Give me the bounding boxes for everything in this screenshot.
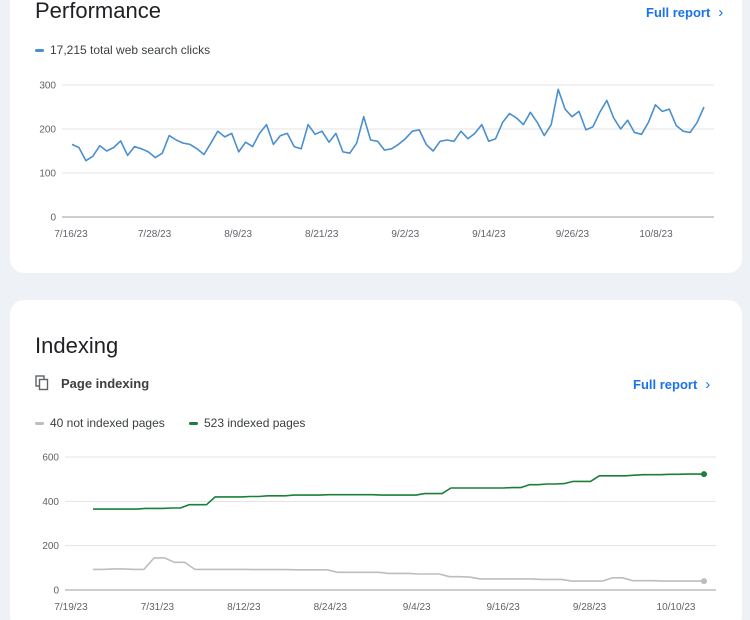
legend-label: 40 not indexed pages bbox=[50, 416, 165, 430]
x-tick-label: 7/31/23 bbox=[141, 602, 175, 613]
legend-swatch bbox=[189, 421, 198, 425]
x-tick-label: 7/19/23 bbox=[54, 602, 88, 613]
legend-not-indexed[interactable]: 40 not indexed pages bbox=[35, 416, 165, 430]
y-tick-label: 0 bbox=[50, 213, 56, 224]
x-tick-label: 7/28/23 bbox=[138, 229, 172, 240]
series-end-point-0 bbox=[701, 578, 707, 585]
series-line-0 bbox=[93, 557, 704, 582]
x-tick-label: 8/24/23 bbox=[314, 602, 348, 613]
page-indexing-row: Page indexing bbox=[35, 375, 149, 391]
x-tick-label: 9/4/23 bbox=[403, 602, 431, 613]
legend-indexed[interactable]: 523 indexed pages bbox=[189, 416, 305, 430]
copy-pages-icon bbox=[35, 375, 49, 391]
indexing-full-report-link[interactable]: Full report › bbox=[633, 376, 710, 393]
performance-card: Performance Full report › 17,215 total w… bbox=[10, 0, 742, 273]
page-indexing-label: Page indexing bbox=[61, 375, 150, 391]
performance-title: Performance bbox=[35, 0, 161, 23]
full-report-label: Full report bbox=[633, 377, 698, 392]
y-tick-label: 600 bbox=[42, 453, 59, 464]
y-tick-label: 200 bbox=[39, 125, 56, 136]
performance-full-report-link[interactable]: Full report › bbox=[646, 4, 723, 21]
indexing-card: Indexing Page indexing Full report › 40 … bbox=[10, 300, 742, 620]
x-tick-label: 10/10/23 bbox=[657, 602, 696, 613]
performance-legend[interactable]: 17,215 total web search clicks bbox=[35, 43, 210, 57]
x-tick-label: 9/26/23 bbox=[556, 229, 590, 240]
chevron-right-icon: › bbox=[718, 4, 724, 21]
chevron-right-icon: › bbox=[705, 376, 711, 393]
x-tick-label: 9/14/23 bbox=[472, 229, 506, 240]
series-line-0 bbox=[71, 88, 705, 162]
full-report-label: Full report bbox=[646, 5, 711, 20]
performance-chart: 0 100 200 300 7/16/23 7/28/23 8/9/23 8/21/23 9/2… bbox=[39, 81, 714, 240]
indexing-chart: 0 200 400 600 7/19/23 7/31/23 8/12/23 8/24/23 9/… bbox=[42, 453, 716, 613]
x-tick-label: 9/28/23 bbox=[573, 602, 607, 613]
x-tick-label: 9/16/23 bbox=[486, 602, 520, 613]
x-tick-label: 7/16/23 bbox=[54, 229, 88, 240]
x-tick-label: 10/8/23 bbox=[639, 229, 673, 240]
y-tick-label: 300 bbox=[39, 81, 56, 92]
y-tick-label: 400 bbox=[42, 497, 59, 508]
y-tick-label: 200 bbox=[42, 541, 59, 552]
x-tick-label: 8/9/23 bbox=[224, 229, 252, 240]
legend-label: 17,215 total web search clicks bbox=[50, 43, 211, 57]
legend-swatch bbox=[35, 421, 44, 425]
legend-swatch bbox=[35, 48, 44, 52]
series-end-point-1 bbox=[701, 471, 707, 478]
x-tick-label: 8/21/23 bbox=[305, 229, 339, 240]
y-tick-label: 0 bbox=[53, 586, 59, 597]
x-tick-label: 9/2/23 bbox=[391, 229, 419, 240]
series-line-1 bbox=[93, 473, 704, 510]
indexing-title: Indexing bbox=[35, 333, 119, 358]
y-tick-label: 100 bbox=[39, 169, 56, 180]
legend-label: 523 indexed pages bbox=[204, 416, 306, 430]
x-tick-label: 8/12/23 bbox=[227, 602, 261, 613]
